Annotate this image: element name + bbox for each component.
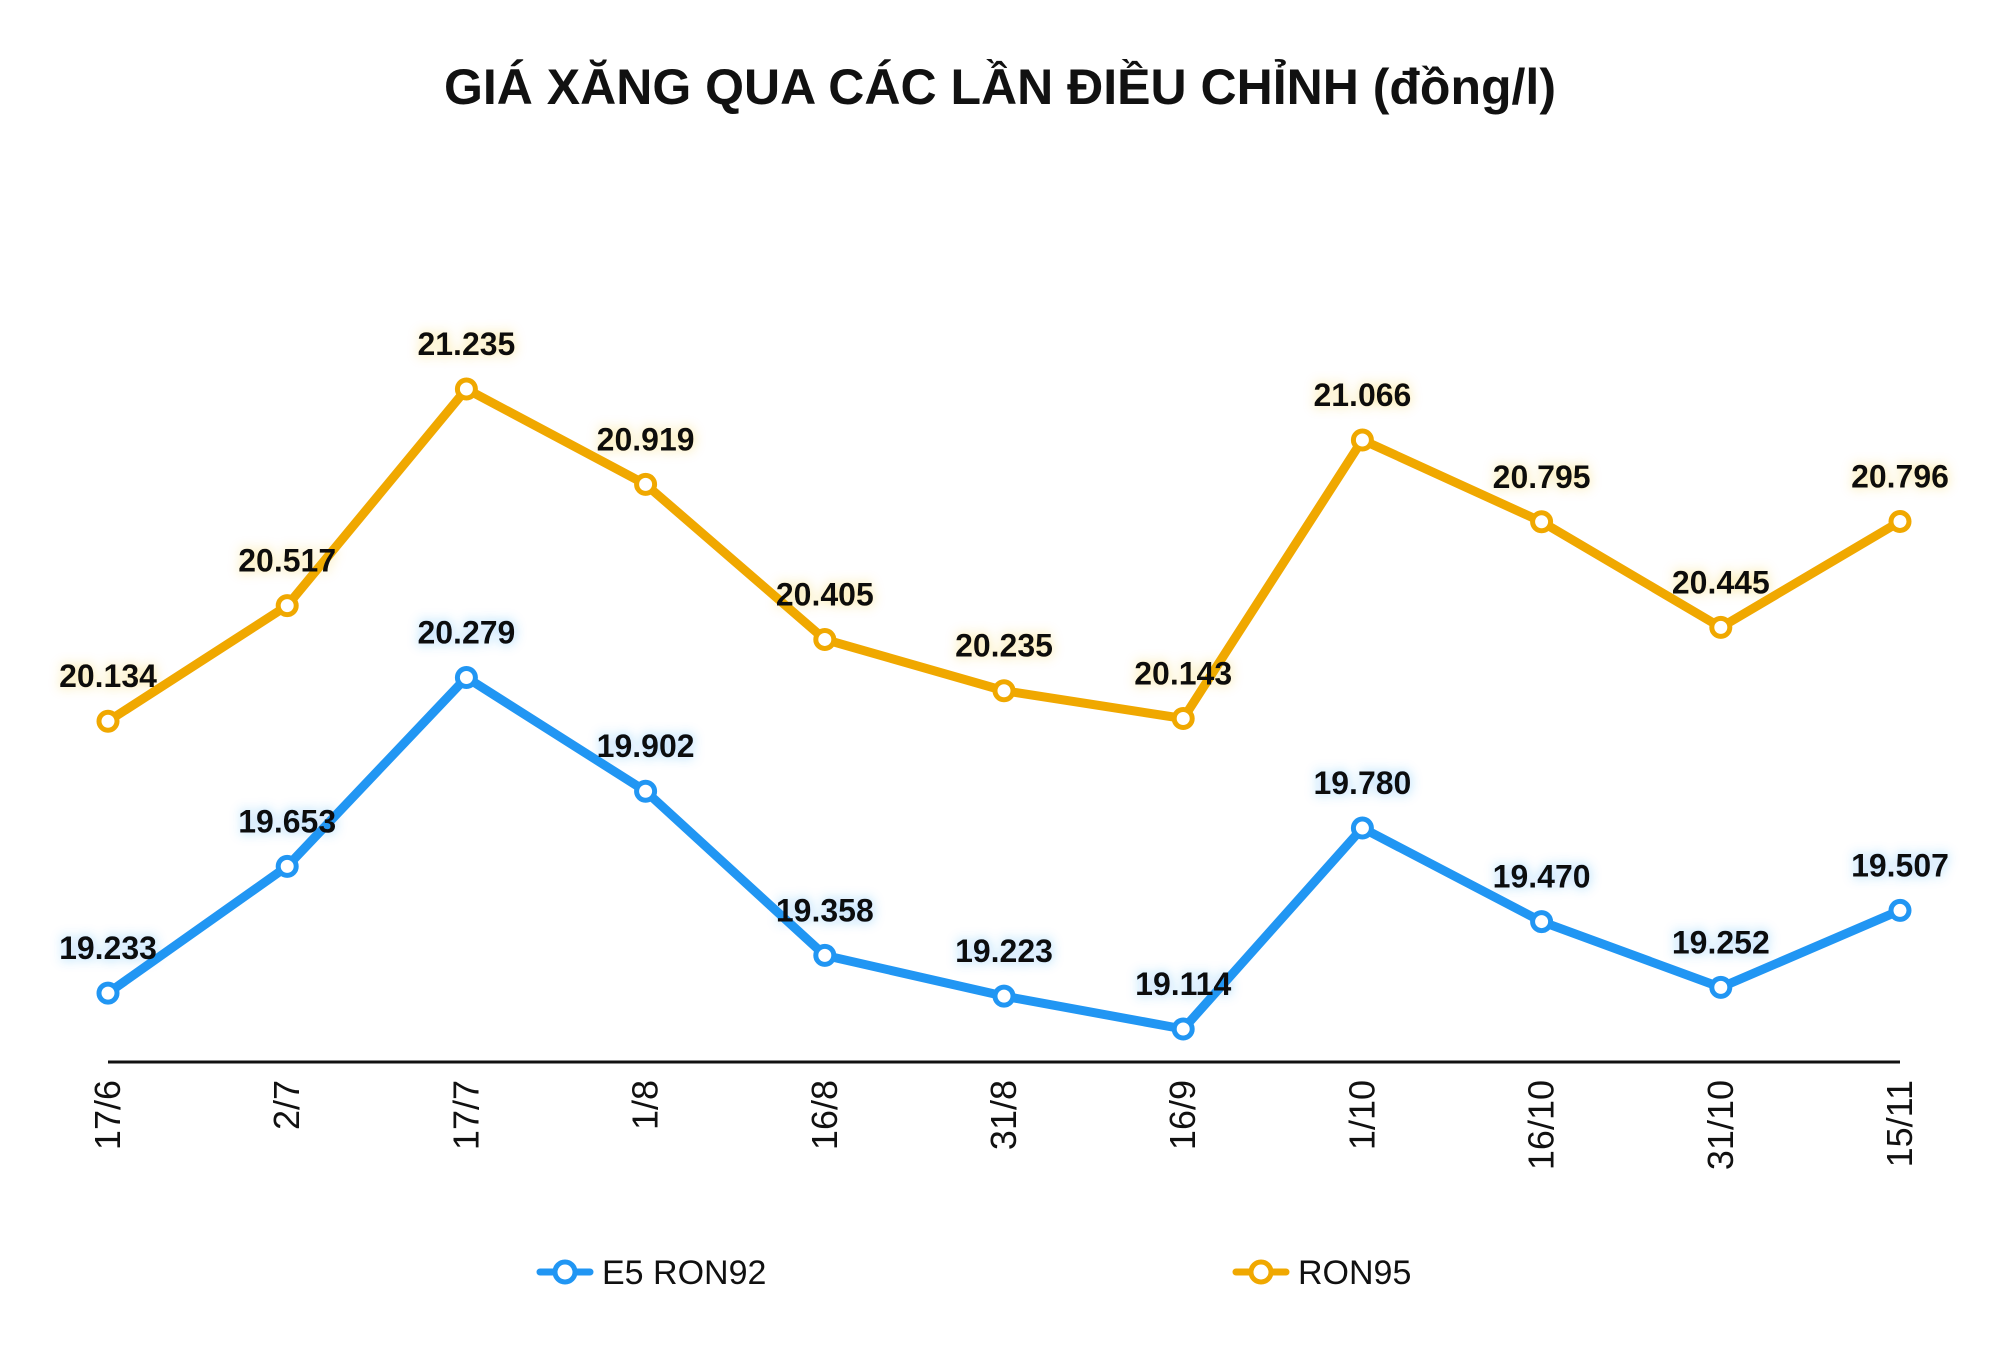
series-line-ron95	[103, 384, 1905, 726]
data-point	[1530, 910, 1554, 934]
data-point	[454, 665, 478, 689]
data-label: 19.223	[955, 933, 1053, 969]
data-label: 19.233	[59, 930, 157, 966]
data-label: 20.143	[1134, 656, 1232, 692]
x-tick-label: 17/7	[445, 1080, 486, 1150]
data-label: 19.507	[1851, 847, 1949, 883]
x-tick-label: 15/11	[1879, 1080, 1920, 1167]
data-label: 19.902	[597, 728, 695, 764]
data-label: 20.279	[417, 614, 515, 650]
legend-marker	[1248, 1259, 1274, 1285]
data-label: 21.235	[417, 326, 515, 362]
data-label: 20.405	[776, 576, 874, 612]
series-line-e5-ron92	[103, 672, 1905, 1034]
data-point	[1888, 898, 1912, 922]
data-label: 20.517	[238, 543, 336, 579]
data-point	[634, 472, 658, 496]
data-point	[992, 984, 1016, 1008]
data-label: 20.919	[597, 421, 695, 457]
x-tick-label: 16/10	[1521, 1080, 1562, 1170]
x-tick-label: 16/9	[1162, 1080, 1203, 1150]
chart-title: GIÁ XĂNG QUA CÁC LẦN ĐIỀU CHỈNH (đồng/l)	[444, 59, 1556, 115]
series-layer	[96, 377, 1912, 1041]
data-point	[813, 943, 837, 967]
data-label: 20.795	[1493, 459, 1591, 495]
data-point	[1530, 510, 1554, 534]
data-label: 19.653	[238, 803, 336, 839]
x-tick-label: 1/10	[1341, 1080, 1382, 1150]
legend: E5 RON92 RON95	[536, 1254, 1411, 1292]
data-label: 19.358	[776, 892, 874, 928]
data-point	[96, 709, 120, 733]
x-tick-label: 17/6	[87, 1080, 128, 1150]
data-point	[454, 377, 478, 401]
data-label: 19.252	[1672, 924, 1770, 960]
legend-marker	[552, 1259, 578, 1285]
data-point	[634, 779, 658, 803]
data-point	[1171, 707, 1195, 731]
x-tick-label: 31/10	[1700, 1080, 1741, 1170]
data-label: 19.114	[1135, 966, 1231, 1002]
data-point	[1350, 428, 1374, 452]
data-label: 19.780	[1313, 765, 1411, 801]
data-labels: 19.233 19.653 20.279 19.902 19.358 19.223 19.1…	[59, 326, 1949, 1002]
data-label: 21.066	[1313, 377, 1411, 413]
x-tick-label: 2/7	[266, 1080, 307, 1130]
data-point	[992, 679, 1016, 703]
legend-label: E5 RON92	[602, 1254, 766, 1292]
data-point	[1888, 509, 1912, 533]
data-point	[275, 854, 299, 878]
data-point	[275, 594, 299, 618]
data-label: 20.445	[1672, 564, 1770, 600]
x-tick-label: 1/8	[625, 1080, 666, 1130]
data-label: 19.470	[1493, 859, 1591, 895]
data-label: 20.235	[955, 628, 1053, 664]
x-tick-label: 31/8	[983, 1080, 1024, 1150]
data-point	[96, 981, 120, 1005]
data-point	[1709, 975, 1733, 999]
x-tick-label: 16/8	[804, 1080, 845, 1150]
data-label: 20.796	[1851, 458, 1949, 494]
data-point	[1350, 816, 1374, 840]
data-point	[813, 627, 837, 651]
x-axis: 17/6 2/7 17/7 1/8 16/8 31/8 16/9 1/10 16/10 31/10…	[87, 1060, 1920, 1170]
data-point	[1171, 1017, 1195, 1041]
data-point	[1709, 615, 1733, 639]
legend-label: RON95	[1298, 1254, 1411, 1292]
data-label: 20.134	[59, 658, 157, 694]
